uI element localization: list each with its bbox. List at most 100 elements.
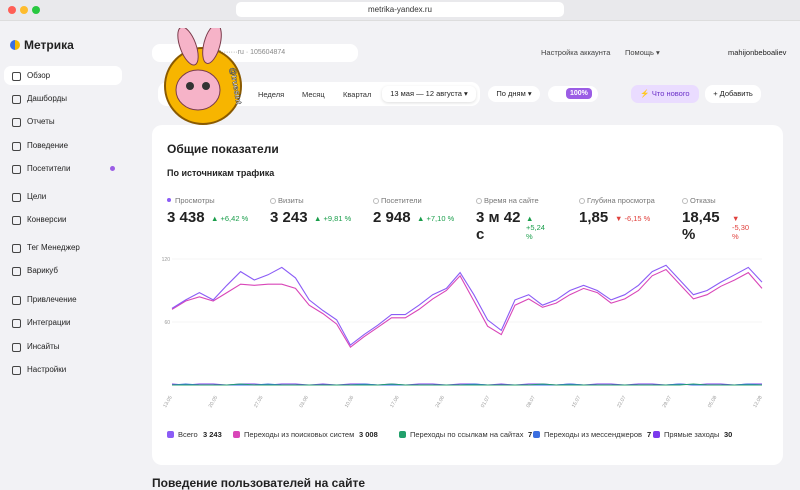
metric-value: 2 948 xyxy=(373,209,411,226)
x-tick-label: 12.08 xyxy=(752,395,764,409)
legend-checkbox[interactable] xyxy=(533,431,540,438)
legend-name: Переходы из поисковых систем xyxy=(244,430,355,439)
period-tab[interactable]: Месяц xyxy=(302,90,325,99)
nav-item[interactable]: Тег Менеджер xyxy=(27,243,80,252)
x-tick-label: 22.07 xyxy=(616,395,628,409)
metric-marker xyxy=(476,198,482,204)
nav-item[interactable]: Посетители xyxy=(27,164,71,173)
nav-item[interactable]: Варикуб xyxy=(27,266,58,275)
user-name[interactable]: mahijonbeboaliev xyxy=(728,48,787,57)
zoom-button[interactable] xyxy=(32,6,40,14)
x-tick-label: 27.05 xyxy=(253,395,265,409)
legend-name: Прямые заходы xyxy=(664,430,720,439)
legend-checkbox[interactable] xyxy=(399,431,406,438)
section-title: Поведение пользователей на сайте xyxy=(152,476,366,490)
selected-item xyxy=(4,66,122,85)
metric-change: ▼ -5,30 % xyxy=(732,214,750,241)
nav-icon xyxy=(12,142,21,151)
nav-item[interactable]: Привлечение xyxy=(27,295,77,304)
card-title: Общие показатели xyxy=(167,142,279,156)
close-button[interactable] xyxy=(8,6,16,14)
x-tick-label: 29.07 xyxy=(662,395,674,409)
notification-dot xyxy=(110,166,115,171)
sticker-head xyxy=(175,69,221,111)
legend-name: Всего xyxy=(178,430,198,439)
legend-checkbox[interactable] xyxy=(167,431,174,438)
card-subtitle: По источникам трафика xyxy=(167,168,275,178)
metric-value: 1,85 xyxy=(579,209,609,226)
x-tick-label: 15.07 xyxy=(571,395,583,409)
metric-label: Визиты xyxy=(278,196,304,205)
nav-icon xyxy=(12,366,21,375)
legend-total: 3 243 xyxy=(203,430,222,439)
nav-icon xyxy=(12,296,21,305)
help-menu[interactable]: Помощь ▾ xyxy=(625,48,660,57)
nav-icon xyxy=(12,244,21,253)
logo[interactable]: Метрика xyxy=(10,38,74,52)
nav-item[interactable]: Дашборды xyxy=(27,94,67,103)
nav-icon xyxy=(12,165,21,174)
nav-icon xyxy=(12,343,21,352)
metric-change: ▲ +7,10 % xyxy=(417,214,455,223)
legend-checkbox[interactable] xyxy=(233,431,240,438)
nav-item[interactable]: Обзор xyxy=(27,71,51,80)
metric-value: 3 438 xyxy=(167,209,205,226)
nav-item[interactable]: Цели xyxy=(27,192,47,201)
x-tick-label: 08.07 xyxy=(525,395,537,409)
period-tab[interactable]: Квартал xyxy=(343,90,372,99)
period-tab[interactable]: Неделя xyxy=(258,90,285,99)
metric-marker xyxy=(270,198,276,204)
metric-value: 18,45 % xyxy=(682,209,720,243)
url: metrika-yandex.ru xyxy=(367,5,433,14)
metric-marker xyxy=(373,198,379,204)
nav-item[interactable]: Интеграции xyxy=(27,318,71,327)
nav-item[interactable]: Настройки xyxy=(27,365,67,374)
nav-icon xyxy=(12,118,21,127)
legend-total: 7 xyxy=(528,430,533,439)
series-line xyxy=(171,268,763,349)
counter: roostbe·······ru · 105604874 xyxy=(198,49,286,56)
whats-new[interactable]: ⚡ Что нового xyxy=(631,85,699,103)
browser-bar: metrika-yandex.ru xyxy=(0,0,800,21)
x-tick-label: 10.06 xyxy=(344,395,356,409)
metric-value: 3 м 42 с xyxy=(476,209,521,243)
nav-item[interactable]: Отчеты xyxy=(27,117,55,126)
grouping-select[interactable]: По дням ▾ xyxy=(488,86,540,102)
legend-total: 3 008 xyxy=(359,430,378,439)
sampling[interactable]: 100% xyxy=(548,86,598,102)
legend-name: Переходы по ссылкам на сайтах xyxy=(410,430,524,439)
nav-icon xyxy=(12,193,21,202)
legend-total: 30 xyxy=(724,430,733,439)
nav-item[interactable]: Инсайты xyxy=(27,342,60,351)
metric-change: ▲ +9,81 % xyxy=(314,214,352,223)
minimize-button[interactable] xyxy=(20,6,28,14)
nav-item[interactable]: Поведение xyxy=(27,141,69,150)
account-settings[interactable]: Настройка аккаунта xyxy=(541,48,611,57)
metric-label: Время на сайте xyxy=(484,196,539,205)
add-button[interactable]: + Добавить xyxy=(705,85,761,103)
metric-marker xyxy=(682,198,688,204)
url-bar[interactable]: metrika-yandex.ru xyxy=(236,2,564,17)
sticker: @truesint xyxy=(164,28,244,125)
metric-label: Отказы xyxy=(690,196,716,205)
metric-label: Посетители xyxy=(381,196,422,205)
nav-icon xyxy=(12,319,21,328)
nav-icon xyxy=(12,216,21,225)
series-line xyxy=(171,264,763,346)
legend-checkbox[interactable] xyxy=(653,431,660,438)
sampling-value: 100% xyxy=(566,88,592,99)
series-line xyxy=(172,383,762,386)
card xyxy=(152,125,783,465)
nav-item[interactable]: Конверсии xyxy=(27,215,67,224)
metric-change: ▼ -6,15 % xyxy=(615,214,651,223)
date-range[interactable]: 13 мая — 12 августа ▾ xyxy=(382,86,476,102)
chart: 60 120 13.05 20.05 27.05 03.06 10.06 17.06 24.06… xyxy=(162,257,764,409)
metric-change: ▲ +6,42 % xyxy=(211,214,249,223)
legend-total: 7 xyxy=(647,430,652,439)
nav-icon xyxy=(12,95,21,104)
y-tick-label: 60 xyxy=(164,320,170,326)
metric-change: ▲ +5,24 % xyxy=(526,214,545,241)
metric-label: Просмотры xyxy=(175,196,215,205)
sticker-ear xyxy=(177,28,199,66)
